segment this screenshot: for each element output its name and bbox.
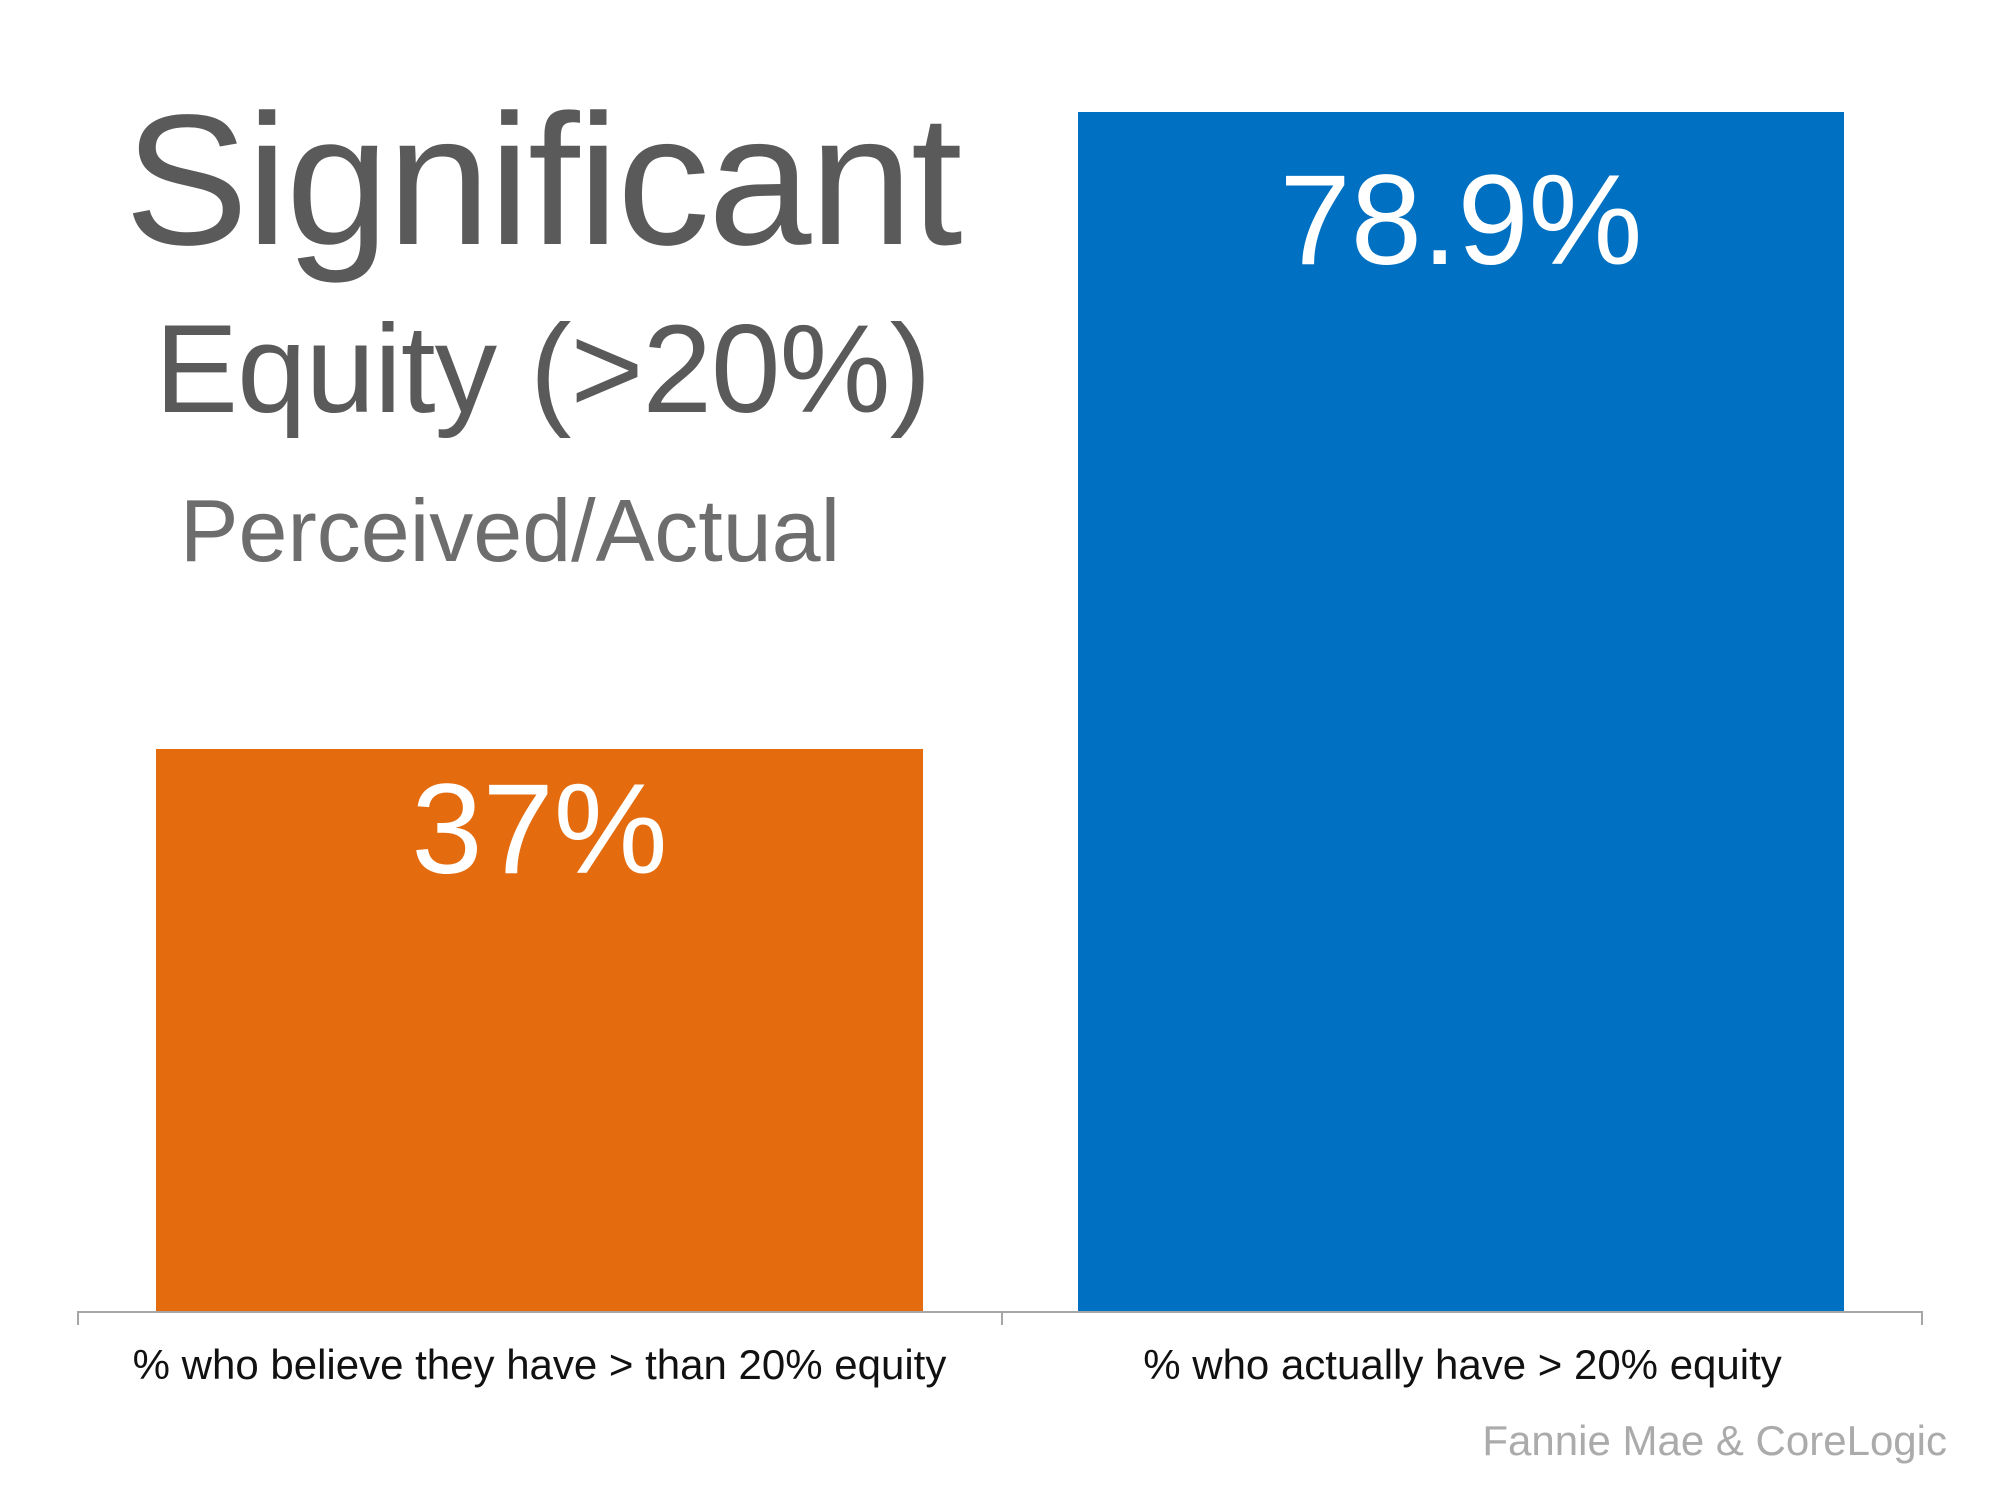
x-axis-tick: [77, 1311, 79, 1325]
x-axis-tick: [1001, 1311, 1003, 1325]
chart-title-line1: Significant: [124, 77, 962, 284]
category-label-actual: % who actually have > 20% equity: [1143, 1341, 1782, 1388]
x-axis-tick: [1921, 1311, 1923, 1325]
bar-value-label-actual: 78.9%: [1279, 149, 1643, 292]
chart-title-line2: Equity (>20%): [154, 300, 932, 439]
chart-subtitle: Perceived/Actual: [179, 481, 841, 580]
category-label-perceived: % who believe they have > than 20% equit…: [132, 1341, 947, 1388]
source-attribution: Fannie Mae & CoreLogic: [1482, 1417, 1947, 1464]
bar-value-label-perceived: 37%: [411, 758, 668, 901]
bar-perceived-equity: 37%: [156, 749, 923, 1311]
x-axis-line: [77, 1311, 1923, 1313]
bar-actual-equity: 78.9%: [1078, 112, 1844, 1311]
